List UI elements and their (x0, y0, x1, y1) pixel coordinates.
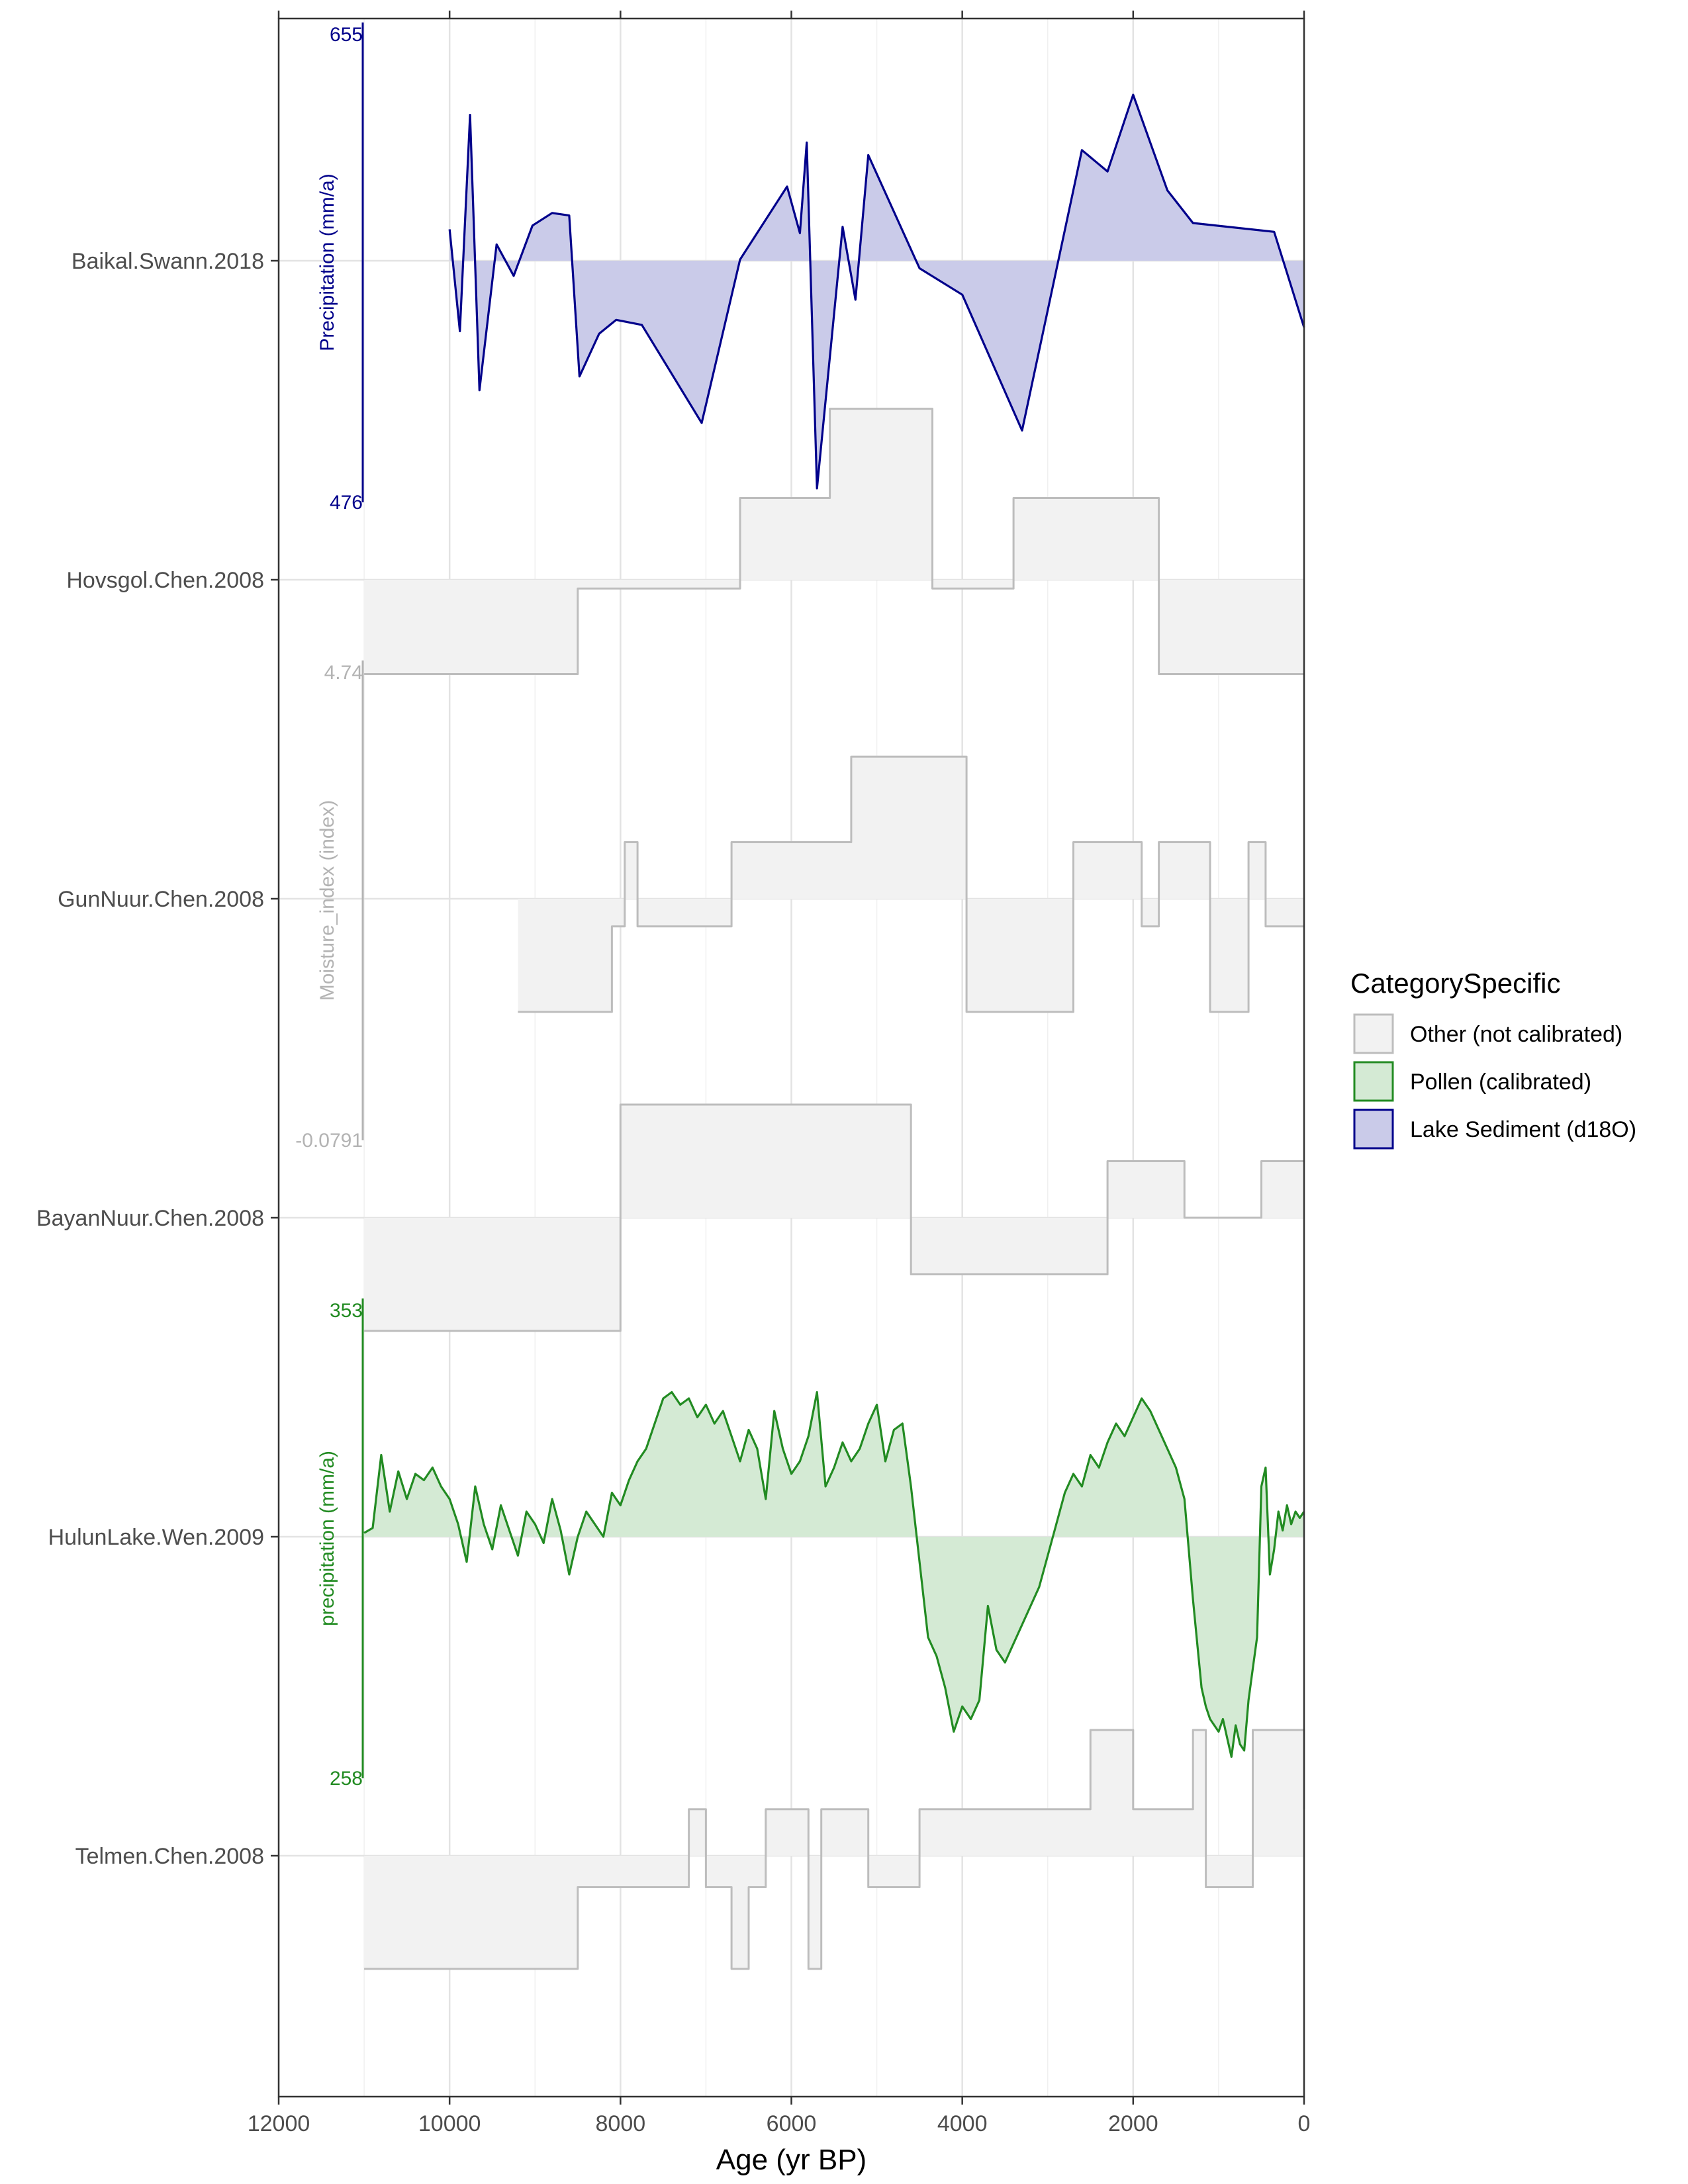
value-scale-top-label: 353 (330, 1300, 363, 1322)
value-scale-title: Moisture_index (index) (316, 800, 338, 1001)
x-tick-label: 2000 (1108, 2111, 1158, 2136)
legend-entry-other-not-calibrated: Other (not calibrated) (1352, 1013, 1622, 1055)
y-tick-label: Baikal.Swann.2018 (71, 249, 264, 274)
value-scale-top-label: 4.74 (324, 662, 363, 684)
series-gunnuur-chen-2008 (518, 755, 1304, 1013)
x-tick-label: 6000 (767, 2111, 817, 2136)
legend: CategorySpecific Other (not calibrated) Po… (1350, 968, 1636, 1150)
series-telmen-chen-2008 (364, 1729, 1305, 1970)
value-scale-title: Precipitation (mm/a) (316, 173, 338, 351)
y-tick-label: Telmen.Chen.2008 (75, 1844, 264, 1869)
series-line-hulunlake-wen-2009 (363, 1390, 1305, 1758)
value-scale-bottom-label: 476 (330, 492, 363, 514)
value-scale-1: 655 476 Precipitation (mm/a) (316, 23, 364, 514)
value-scale-top-label: 655 (330, 24, 363, 46)
value-scale-bottom-label: -0.0791 (295, 1130, 363, 1152)
series-line-baikal-swann-2018 (448, 93, 1305, 490)
series-area-baikal-swann-2018 (449, 95, 1305, 488)
value-scales: 655 476 Precipitation (mm/a) 4.74 -0.0791 Moi… (295, 23, 364, 1790)
series-line-bayannuur-chen-2008 (364, 1103, 1304, 1332)
x-tick-label: 4000 (937, 2111, 988, 2136)
legend-key (1353, 1013, 1394, 1054)
series-layer (363, 93, 1305, 1970)
x-tick-label: 0 (1298, 2111, 1311, 2136)
legend-key (1353, 1109, 1394, 1150)
series-area-hovsgol-chen-2008 (364, 408, 1304, 674)
series-hovsgol-chen-2008 (364, 408, 1304, 675)
value-scale-2: 4.74 -0.0791 Moisture_index (index) (295, 660, 364, 1152)
series-area-telmen-chen-2008 (364, 1730, 1304, 1969)
x-tick-label: 10000 (418, 2111, 481, 2136)
legend-label: Lake Sediment (d18O) (1410, 1117, 1636, 1142)
series-baikal-swann-2018 (448, 93, 1305, 490)
series-hulunlake-wen-2009 (363, 1390, 1305, 1758)
legend-label: Pollen (calibrated) (1410, 1069, 1591, 1095)
y-tick-label: BayanNuur.Chen.2008 (36, 1206, 264, 1231)
x-tick-label: 12000 (248, 2111, 310, 2136)
value-scale-bottom-label: 258 (330, 1768, 363, 1790)
legend-entry-lake-sediment-d18o: Lake Sediment (d18O) (1352, 1108, 1636, 1150)
series-area-gunnuur-chen-2008 (518, 756, 1304, 1012)
legend-label: Other (not calibrated) (1410, 1022, 1622, 1047)
x-axis-title: Age (yr BP) (716, 2144, 867, 2176)
legend-entry-pollen-calibrated: Pollen (calibrated) (1352, 1060, 1591, 1103)
legend-title: CategorySpecific (1350, 968, 1560, 999)
x-tick-label: 8000 (596, 2111, 646, 2136)
y-tick-label: Hovsgol.Chen.2008 (66, 568, 264, 593)
legend-key (1353, 1061, 1394, 1102)
axes: Baikal.Swann.2018 Hovsgol.Chen.2008 GunNuu… (36, 11, 1311, 2176)
series-line-telmen-chen-2008 (364, 1729, 1305, 1970)
series-line-gunnuur-chen-2008 (518, 755, 1304, 1013)
value-scale-title: precipitation (mm/a) (316, 1451, 338, 1626)
y-tick-label: GunNuur.Chen.2008 (58, 887, 264, 912)
y-tick-label: HulunLake.Wen.2009 (48, 1525, 264, 1550)
series-line-hovsgol-chen-2008 (364, 408, 1304, 675)
value-scale-3: 353 258 precipitation (mm/a) (316, 1298, 364, 1790)
series-bayannuur-chen-2008 (364, 1103, 1304, 1332)
